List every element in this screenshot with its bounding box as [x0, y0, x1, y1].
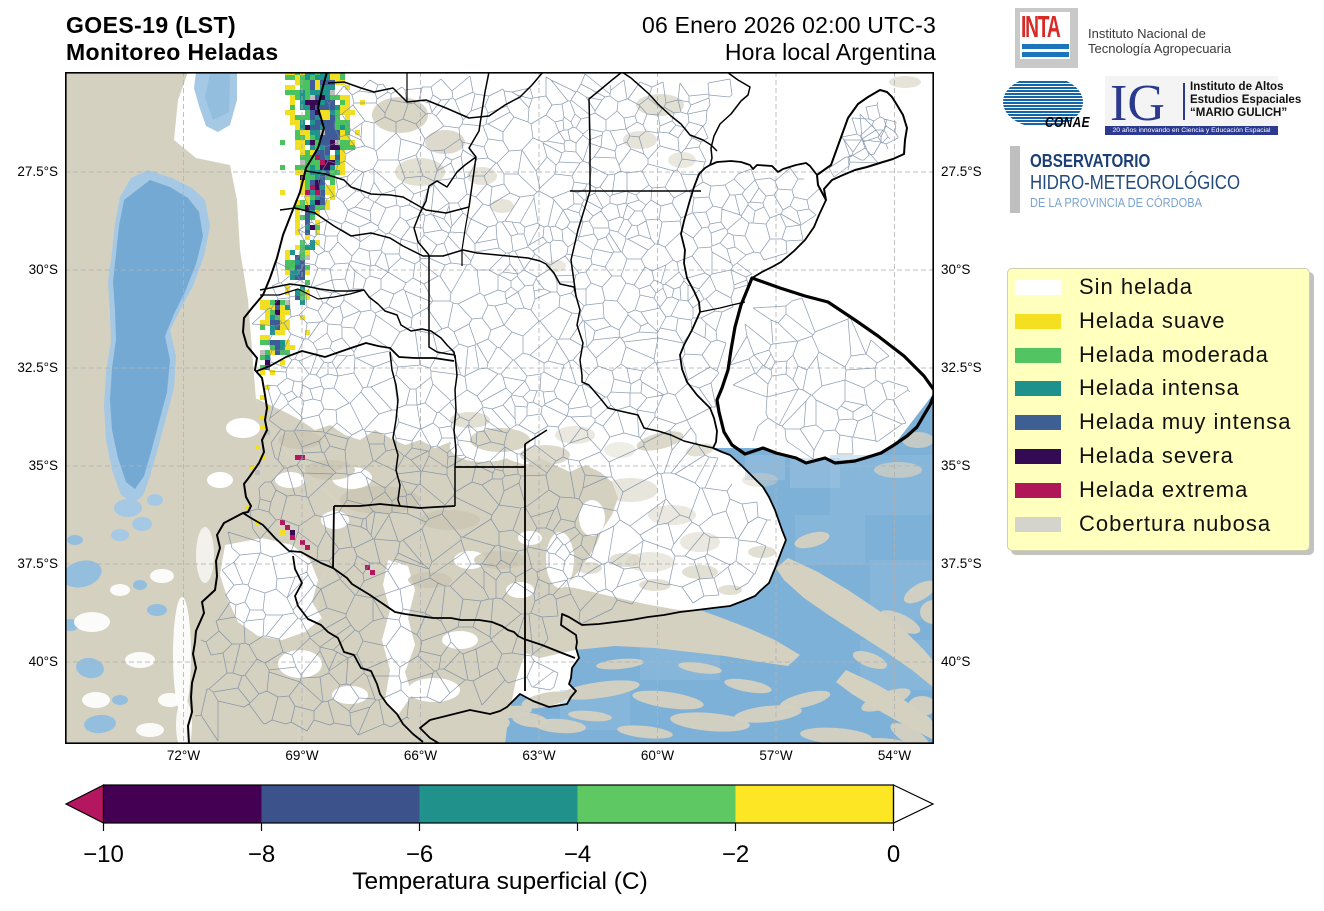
svg-text:CONAE: CONAE	[1045, 114, 1091, 130]
svg-text:−10: −10	[83, 841, 124, 868]
svg-text:−8: −8	[248, 841, 275, 868]
svg-text:−4: −4	[564, 841, 591, 868]
svg-text:−6: −6	[406, 841, 433, 868]
svg-text:0: 0	[887, 841, 900, 868]
svg-text:−2: −2	[722, 841, 749, 868]
